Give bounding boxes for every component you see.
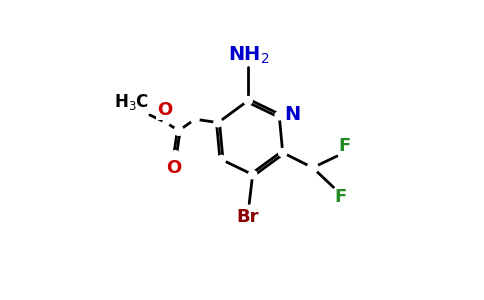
Circle shape <box>191 115 199 123</box>
Circle shape <box>214 118 222 127</box>
Circle shape <box>163 119 169 126</box>
Circle shape <box>172 151 179 157</box>
Circle shape <box>279 148 287 157</box>
Text: F: F <box>334 188 347 206</box>
Circle shape <box>174 126 183 135</box>
Circle shape <box>275 112 284 120</box>
Text: H$_3$C: H$_3$C <box>114 92 149 112</box>
Circle shape <box>217 155 226 164</box>
Text: F: F <box>338 137 350 155</box>
Circle shape <box>308 163 318 173</box>
Text: NH$_2$: NH$_2$ <box>228 45 270 66</box>
Text: O: O <box>166 159 182 177</box>
Circle shape <box>244 97 252 105</box>
Circle shape <box>248 170 257 179</box>
Text: Br: Br <box>237 208 259 226</box>
Circle shape <box>308 163 318 173</box>
Text: O: O <box>157 101 172 119</box>
Text: N: N <box>284 105 301 124</box>
